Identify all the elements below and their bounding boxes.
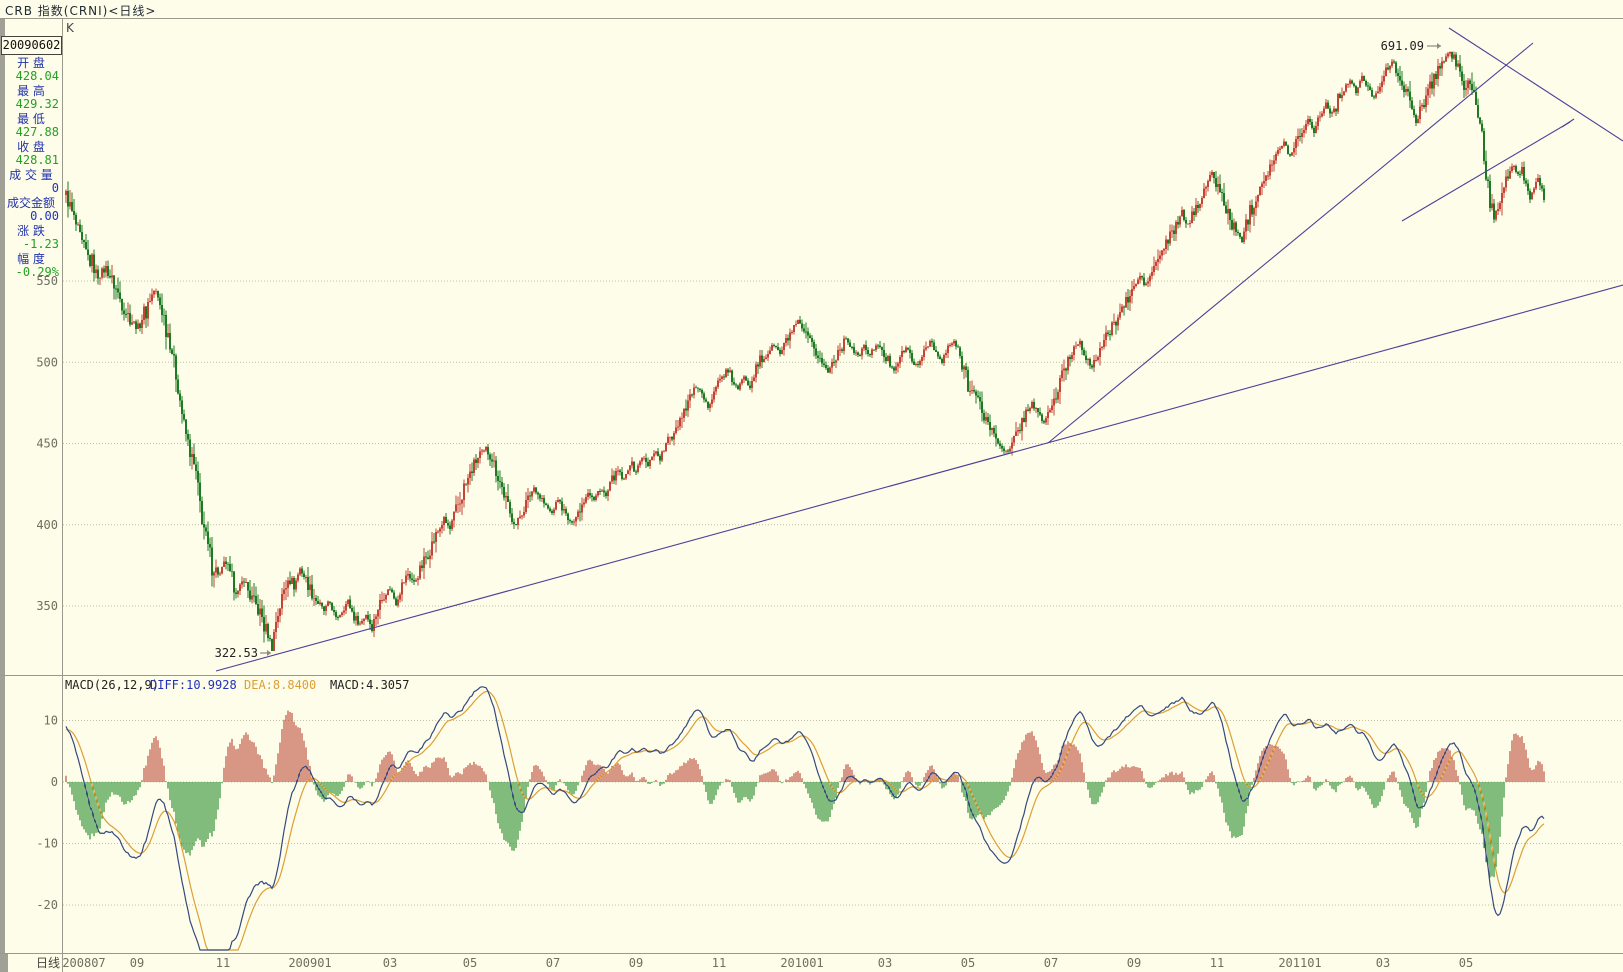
quote-label: 最 低 (17, 112, 45, 126)
quote-label: 收 盘 (17, 140, 45, 154)
pane-labels: K MACD(26,12,9)DIFF:10.9928 DEA:8.8400 MACD… (65, 21, 409, 692)
macd-formula-label: MACD(26,12,9) (65, 678, 159, 692)
x-tick-label: 09 (1127, 956, 1141, 970)
x-axis-labels: 日线 200807 09 11 200901 03 05 07 09 11 201001 03 05 07… (36, 956, 1473, 970)
quote-info-rows: 开 盘 428.04 最 高 429.32 最 低 427.88 收 盘 428.81 成 交 … (0, 56, 62, 280)
quote-value: 0 (51, 181, 59, 195)
quote-label: 成 交 量 (9, 168, 53, 182)
trendline[interactable] (1561, 118, 1575, 128)
quote-value: 428.04 (15, 69, 59, 83)
pane-frame (0, 18, 1623, 972)
quote-label: 涨 跌 (17, 224, 45, 238)
diff-line (65, 686, 1545, 951)
x-tick-label: 201101 (1278, 956, 1321, 970)
candlesticks (65, 51, 1545, 652)
macd-value: MACD:4.3057 (330, 678, 409, 692)
x-tick-label: 03 (1376, 956, 1390, 970)
x-tick-label: 03 (383, 956, 397, 970)
left-border-strip (0, 18, 5, 972)
quote-value: -1.23 (22, 237, 59, 251)
quote-value: 428.81 (15, 153, 59, 167)
svg-text:-20: -20 (36, 898, 58, 912)
date-field[interactable]: 20090602 (1, 36, 62, 55)
x-tick-label: 09 (130, 956, 144, 970)
macd-diff-value: DIFF:10.9928 (150, 678, 237, 692)
quote-row: 收 盘 428.81 (0, 140, 62, 168)
quote-label: 最 高 (17, 84, 45, 98)
svg-text:400: 400 (36, 518, 58, 532)
quote-row: 成交金额 0.00 (0, 196, 62, 224)
x-tick-label: 201001 (780, 956, 823, 970)
svg-text:500: 500 (36, 355, 58, 369)
x-tick-label: 11 (712, 956, 726, 970)
macd-dea-value: DEA:8.8400 (244, 678, 316, 692)
quote-row: 最 低 427.88 (0, 112, 62, 140)
svg-text:550: 550 (36, 274, 58, 288)
quote-row: 幅 度 -0.29% (0, 252, 62, 280)
period-label[interactable]: 日线 (36, 956, 60, 970)
svg-text:-10: -10 (36, 837, 58, 851)
quote-label: 成交金额 (6, 196, 55, 210)
x-tick-label: 05 (463, 956, 477, 970)
gridlines (63, 280, 1623, 906)
x-tick-label: 05 (1459, 956, 1473, 970)
annotations: 691.09 322.53 (215, 39, 1441, 660)
svg-text:350: 350 (36, 599, 58, 613)
x-tick-label: 200901 (288, 956, 331, 970)
svg-text:322.53: 322.53 (215, 646, 258, 660)
x-tick-label: 11 (216, 956, 230, 970)
trendline[interactable] (215, 284, 1623, 672)
quote-value: -0.29% (15, 265, 59, 279)
quote-value: 427.88 (15, 125, 59, 139)
x-tick-label: 09 (629, 956, 643, 970)
svg-text:450: 450 (36, 437, 58, 451)
x-tick-label: 07 (1044, 956, 1058, 970)
x-tick-label: 200807 (62, 956, 105, 970)
quote-label: 开 盘 (17, 56, 45, 70)
svg-text:691.09: 691.09 (1381, 39, 1424, 53)
trendlines[interactable] (215, 27, 1623, 672)
quote-row: 涨 跌 -1.23 (0, 224, 62, 252)
x-tick-label: 05 (961, 956, 975, 970)
macd-histogram (65, 710, 1545, 878)
chart-title: CRB 指数(CRNI)<日线> (5, 4, 157, 18)
k-pane-label: K (66, 21, 75, 35)
trendline[interactable] (1401, 121, 1571, 222)
quote-value: 0.00 (30, 209, 59, 223)
svg-text:0: 0 (51, 775, 58, 789)
x-tick-label: 07 (546, 956, 560, 970)
quote-row: 最 高 429.32 (0, 84, 62, 112)
trendline[interactable] (1448, 27, 1623, 142)
quote-row: 开 盘 428.04 (0, 56, 62, 84)
quote-label: 幅 度 (17, 252, 45, 266)
svg-text:10: 10 (44, 714, 58, 728)
quote-value: 429.32 (15, 97, 59, 111)
axis-labels: 550 500 450 400 350 10 0 -10 -20 (36, 274, 58, 912)
x-tick-label: 03 (878, 956, 892, 970)
trendline[interactable] (1047, 42, 1534, 444)
x-tick-label: 11 (1210, 956, 1224, 970)
macd-lines (65, 686, 1545, 951)
